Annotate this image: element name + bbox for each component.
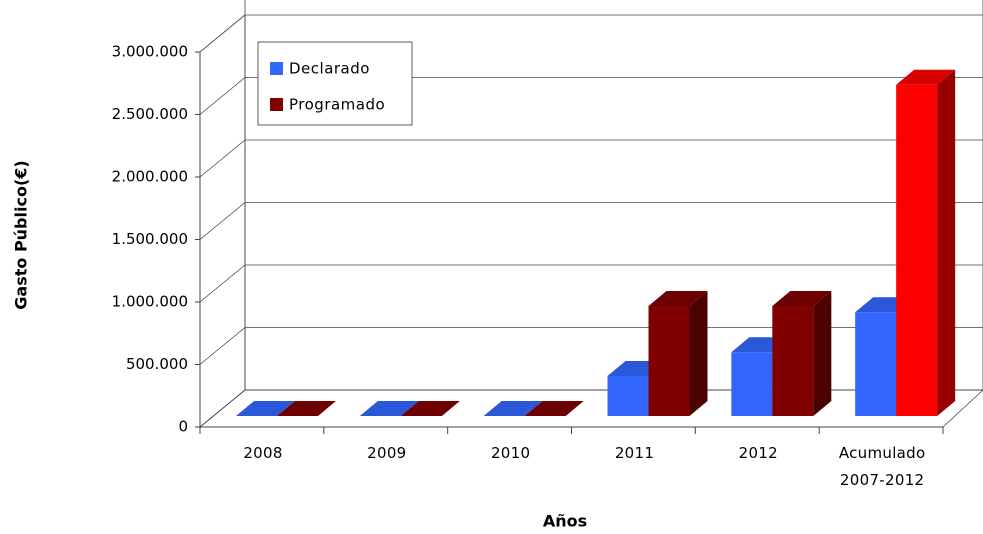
bar-top — [483, 401, 543, 416]
bar-top — [277, 401, 336, 416]
side-grid-line — [199, 14, 246, 53]
bar-top — [772, 291, 832, 306]
x-tick-label: 2010 — [490, 444, 531, 462]
y-tick-label: 0 — [178, 418, 188, 436]
bar — [277, 401, 336, 416]
y-tick-label: 3.000.000 — [112, 43, 188, 61]
bar-side — [689, 291, 708, 416]
legend-swatch — [270, 98, 283, 111]
x-tick-label: Acumulado 2007-2012 — [838, 444, 926, 489]
legend-label: Programado — [289, 96, 385, 114]
x-tick-label: 2011 — [614, 444, 655, 462]
bar-front — [731, 352, 773, 416]
y-tick-label: 2.000.000 — [112, 168, 188, 186]
y-tick-label: 1.500.000 — [112, 230, 188, 248]
side-grid-line — [199, 389, 246, 428]
bar-top — [896, 69, 956, 85]
legend: Declarado Programado — [257, 41, 413, 126]
bar-top — [359, 401, 419, 416]
bar-front — [648, 306, 690, 416]
bar-front — [896, 84, 938, 416]
bar — [524, 401, 584, 416]
side-grid-line — [199, 139, 246, 178]
bar — [359, 401, 419, 416]
bar-top — [524, 401, 584, 416]
bar — [896, 69, 956, 416]
side-grid-line — [199, 77, 246, 115]
bar — [483, 401, 543, 416]
bar-side — [937, 69, 956, 416]
side-grid-line — [199, 202, 246, 240]
bar — [400, 401, 460, 416]
bar-front — [607, 376, 649, 416]
bar-top — [400, 401, 460, 416]
y-tick-label: 500.000 — [126, 355, 188, 373]
x-tick-label: 2012 — [738, 444, 779, 462]
y-tick-label: 2.500.000 — [112, 105, 188, 123]
bar-front — [772, 306, 814, 416]
side-grid-line — [199, 264, 246, 303]
x-tick-label: 2009 — [367, 444, 407, 462]
legend-swatch — [270, 62, 283, 75]
bar — [772, 291, 832, 416]
y-tick-label: 1.000.000 — [112, 293, 188, 311]
bar-top — [648, 291, 708, 306]
legend-box — [257, 41, 413, 126]
bar-top — [236, 401, 295, 416]
bar — [648, 291, 708, 416]
bar-front — [855, 312, 897, 416]
bar-side — [813, 291, 832, 416]
x-axis-title: Años — [543, 512, 587, 531]
side-grid-line — [199, 327, 246, 365]
legend-label: Declarado — [289, 60, 370, 78]
y-axis-title: Gasto Público(€) — [12, 160, 31, 309]
bar — [236, 401, 295, 416]
x-tick-label: 2008 — [243, 444, 283, 462]
